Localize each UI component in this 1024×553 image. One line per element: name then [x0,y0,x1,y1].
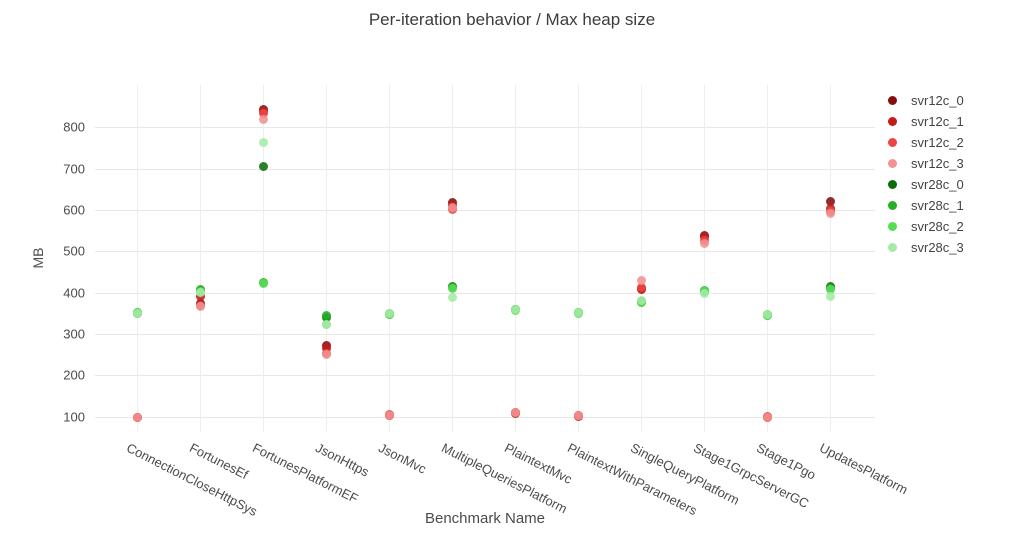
x-gridline [263,85,264,432]
y-gridline [95,375,875,377]
data-point-svr28c_3[interactable] [258,137,268,147]
y-tick-label: 100 [63,409,85,425]
data-point-svr12c_3[interactable] [132,413,142,423]
data-point-svr28c_3[interactable] [762,310,772,320]
data-point-svr12c_3[interactable] [447,202,457,212]
x-gridline [578,85,579,432]
data-point-svr12c_2[interactable] [636,283,646,293]
x-gridline [704,85,705,432]
legend-marker-icon [888,180,897,189]
legend-item-svr12c_3[interactable]: svr12c_3 [888,153,964,174]
x-gridline [389,85,390,432]
legend-marker-icon [888,117,897,126]
y-tick-label: 200 [63,367,85,383]
y-tick-label: 600 [63,202,85,218]
data-point-svr12c_3[interactable] [699,239,709,249]
legend-marker-icon [888,243,897,252]
legend-label: svr12c_1 [911,114,964,129]
data-point-svr12c_3[interactable] [258,115,268,125]
data-point-svr28c_3[interactable] [825,291,835,301]
legend-marker-icon [888,96,897,105]
data-point-svr28c_3[interactable] [321,320,331,330]
data-point-svr28c_2[interactable] [447,283,457,293]
legend: svr12c_0 svr12c_1 svr12c_2 svr12c_3 svr28c_0… [888,90,964,258]
data-point-svr12c_3[interactable] [762,412,772,422]
x-axis-title: Benchmark Name [424,510,546,527]
data-point-svr12c_3[interactable] [195,302,205,312]
legend-label: svr12c_0 [911,93,964,108]
x-gridline [200,85,201,432]
legend-marker-icon [888,159,897,168]
legend-item-svr28c_1[interactable]: svr28c_1 [888,195,964,216]
x-gridline [830,85,831,432]
y-tick-label: 400 [63,285,85,301]
data-point-svr12c_3[interactable] [636,275,646,285]
data-point-svr28c_3[interactable] [384,308,394,318]
data-point-svr12c_1[interactable] [321,343,331,353]
y-gridline [95,127,875,129]
plot-area: 100 200 300 400 500 600 700 800 ConnectionCloseH… [63,85,910,519]
data-point-svr12c_3[interactable] [321,350,331,360]
y-gridline [95,416,875,418]
y-gridline [95,251,875,253]
legend-marker-icon [888,201,897,210]
legend-label: svr12c_2 [911,135,964,150]
x-gridline [137,85,138,432]
chart-title: Per-iteration behavior / Max heap size [368,10,656,29]
data-point-svr28c_2[interactable] [825,284,835,294]
legend-item-svr12c_0[interactable]: svr12c_0 [888,90,964,111]
data-point-svr12c_0[interactable] [825,196,835,206]
legend-label: svr28c_0 [911,177,964,192]
y-tick-label: 800 [63,119,85,135]
legend-item-svr12c_2[interactable]: svr12c_2 [888,132,964,153]
data-point-svr12c_2[interactable] [258,109,268,119]
data-point-svr12c_3[interactable] [825,208,835,218]
legend-item-svr28c_2[interactable]: svr28c_2 [888,216,964,237]
x-gridline [452,85,453,432]
y-gridline [95,292,875,294]
data-point-svr28c_1[interactable] [321,311,331,321]
legend-label: svr28c_3 [911,240,964,255]
legend-marker-icon [888,222,897,231]
x-gridline [641,85,642,432]
y-tick-label: 500 [63,243,85,259]
data-point-svr28c_3[interactable] [447,293,457,303]
y-gridline [95,168,875,170]
data-point-svr28c_2[interactable] [258,279,268,289]
data-point-svr28c_3[interactable] [573,307,583,317]
legend-item-svr12c_1[interactable]: svr12c_1 [888,111,964,132]
data-point-svr28c_3[interactable] [195,288,205,298]
x-tick-label: FortunesPlatformEF [250,440,361,507]
y-tick-label: 300 [63,326,85,342]
data-point-svr28c_0[interactable] [258,161,268,171]
x-gridline [515,85,516,432]
x-tick-label: UpdatesPlatform [817,440,911,498]
x-tick-label: Stage1GrpcServerGC [691,440,812,512]
data-point-svr12c_3[interactable] [384,410,394,420]
legend-label: svr28c_2 [911,219,964,234]
data-point-svr28c_3[interactable] [636,296,646,306]
legend-label: svr12c_3 [911,156,964,171]
data-point-svr28c_3[interactable] [132,308,142,318]
legend-item-svr28c_3[interactable]: svr28c_3 [888,237,964,258]
data-point-svr28c_3[interactable] [510,304,520,314]
y-gridline [95,333,875,335]
y-axis-title: MB [30,247,46,269]
data-point-svr12c_3[interactable] [573,411,583,421]
data-point-svr28c_3[interactable] [699,289,709,299]
x-gridline [326,85,327,432]
legend-item-svr28c_0[interactable]: svr28c_0 [888,174,964,195]
data-point-svr12c_3[interactable] [510,408,520,418]
x-tick-label: JsonMvc [376,440,429,477]
legend-label: svr28c_1 [911,198,964,213]
legend-marker-icon [888,138,897,147]
y-gridline [95,209,875,211]
y-tick-label: 700 [63,161,85,177]
x-gridline [767,85,768,432]
